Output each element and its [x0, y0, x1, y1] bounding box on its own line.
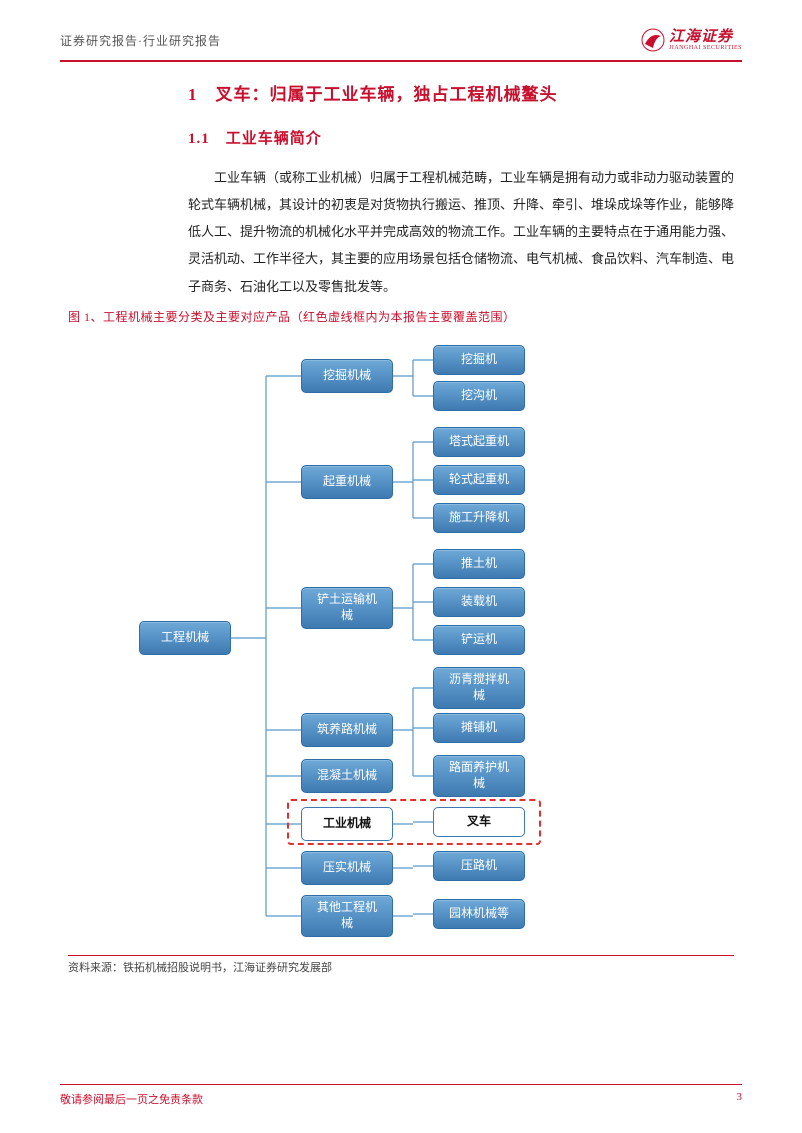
- footer-rule: [60, 1084, 742, 1086]
- tree-diagram: 工程机械 挖掘机械 挖掘机挖沟机起重机械 塔式起重机轮式起重机施工升降机铲土运输机 械…: [71, 331, 731, 951]
- page-header: 证券研究报告·行业研究报告 江海证券 JIANGHAI SECURITIES: [0, 0, 802, 60]
- header-breadcrumb: 证券研究报告·行业研究报告: [60, 32, 221, 49]
- tree-node-l3-2-2: 铲运机: [433, 625, 525, 655]
- tree-node-l2-0: 挖掘机械: [301, 359, 393, 393]
- section-heading-1: 1 叉车：归属于工业车辆，独占工程机械鳌头: [188, 80, 734, 105]
- tree-node-l3-3-2: 路面养护机 械: [433, 755, 525, 797]
- tree-node-l3-7-0: 园林机械等: [433, 899, 525, 929]
- tree-node-l3-2-1: 装载机: [433, 587, 525, 617]
- page-footer: 敬请参阅最后一页之免责条款 3: [60, 1084, 742, 1108]
- tree-node-l3-1-2: 施工升降机: [433, 503, 525, 533]
- body-paragraph: 工业车辆（或称工业机械）归属于工程机械范畴，工业车辆是拥有动力或非动力驱动装置的…: [188, 164, 734, 300]
- figure-source: 资料来源：铁拓机械招股说明书，江海证券研究发展部: [68, 955, 734, 975]
- main-content: 1 叉车：归属于工业车辆，独占工程机械鳌头 1.1 工业车辆简介 工业车辆（或称…: [0, 62, 802, 951]
- brand-logo: 江海证券 JIANGHAI SECURITIES: [641, 28, 742, 52]
- tree-node-l3-2-0: 推土机: [433, 549, 525, 579]
- logo-text-en: JIANGHAI SECURITIES: [669, 45, 742, 51]
- logo-text-cn: 江海证券: [669, 30, 742, 45]
- tree-node-l3-6-0: 压路机: [433, 851, 525, 881]
- tree-node-l2-3: 筑养路机械: [301, 713, 393, 747]
- tree-node-l3-3-0: 沥青搅拌机 械: [433, 667, 525, 709]
- tree-node-l3-3-1: 摊铺机: [433, 713, 525, 743]
- section-heading-1-1: 1.1 工业车辆简介: [188, 127, 734, 148]
- figure-caption: 图 1、工程机械主要分类及主要对应产品（红色虚线框内为本报告主要覆盖范围）: [68, 308, 734, 325]
- tree-node-l3-1-0: 塔式起重机: [433, 427, 525, 457]
- tree-node-l2-2: 铲土运输机 械: [301, 587, 393, 629]
- tree-node-l2-1: 起重机械: [301, 465, 393, 499]
- tree-node-l3-0-0: 挖掘机: [433, 345, 525, 375]
- tree-node-l2-6: 压实机械: [301, 851, 393, 885]
- tree-node-root: 工程机械: [139, 621, 231, 655]
- tree-node-l3-1-1: 轮式起重机: [433, 465, 525, 495]
- footer-disclaimer: 敬请参阅最后一页之免责条款: [60, 1091, 203, 1107]
- tree-node-l2-7: 其他工程机 械: [301, 895, 393, 937]
- highlight-scope-box: [287, 799, 541, 845]
- logo-icon: [641, 28, 665, 52]
- tree-node-l2-4: 混凝土机械: [301, 759, 393, 793]
- tree-node-l3-0-1: 挖沟机: [433, 381, 525, 411]
- page-number: 3: [737, 1091, 743, 1107]
